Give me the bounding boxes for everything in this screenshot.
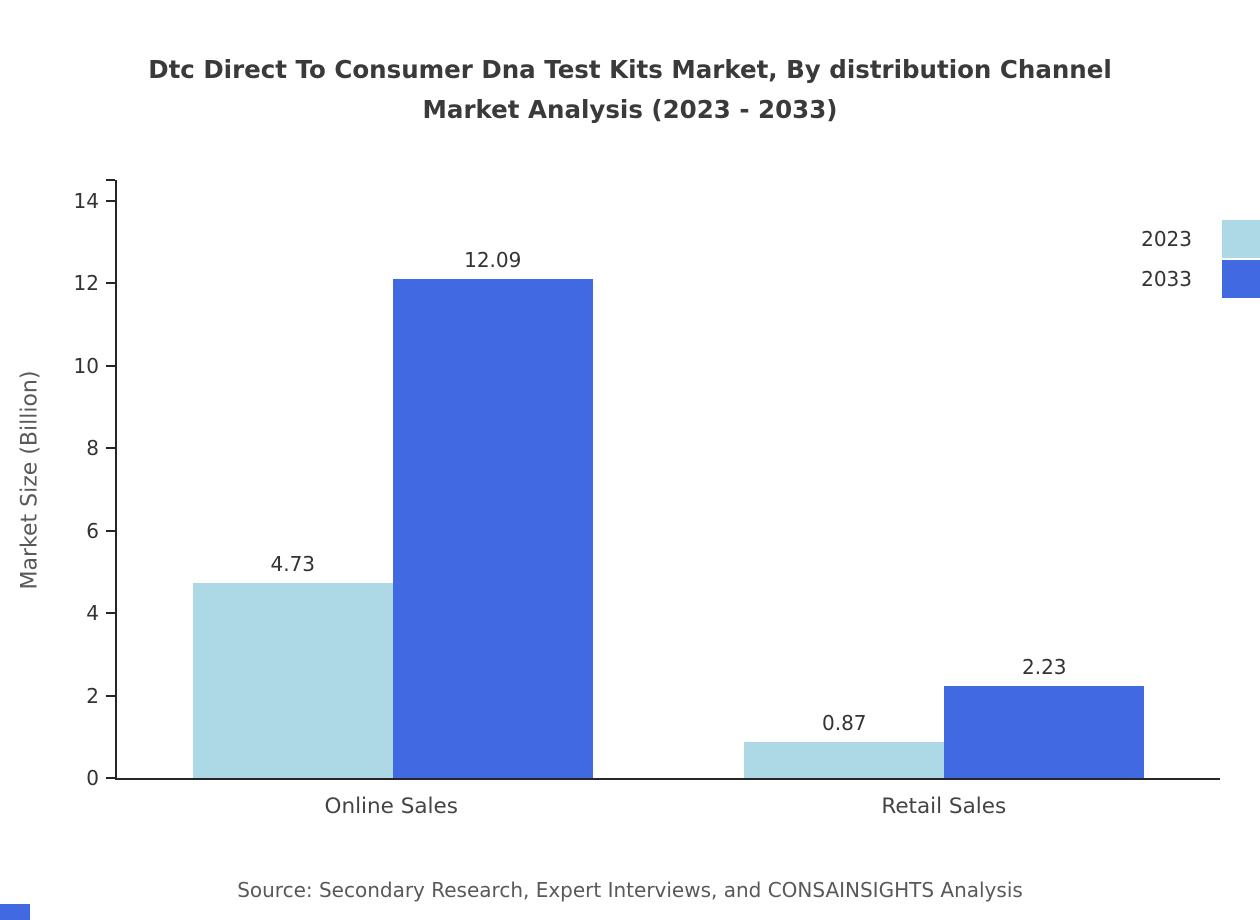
y-tick-mark — [106, 364, 115, 367]
bar-2033-online-sales — [392, 279, 593, 778]
bar-wrap: 4.73 — [192, 180, 393, 778]
y-tick-label: 0 — [86, 766, 99, 790]
legend: 2023 2033 — [1141, 220, 1260, 300]
bar-groups: 4.73 12.09 0.87 2.23 — [117, 180, 1220, 778]
legend-label-2033: 2033 — [1141, 267, 1192, 291]
bar-wrap: 0.87 — [744, 180, 945, 778]
bar-group-online-sales: 4.73 12.09 — [117, 180, 669, 778]
bar-value-label: 4.73 — [270, 551, 316, 576]
x-label-online-sales: Online Sales — [324, 794, 458, 819]
legend-swatch-2033 — [1222, 260, 1260, 298]
legend-label-2023: 2023 — [1141, 227, 1192, 251]
bar-value-label: 2.23 — [1021, 655, 1067, 680]
bar-group-retail-sales: 0.87 2.23 — [669, 180, 1221, 778]
y-tick-label: 10 — [73, 353, 99, 378]
chart-title-line2: Market Analysis (2023 - 2033) — [422, 95, 838, 124]
y-tick-mark — [106, 612, 115, 615]
y-tick-label: 6 — [86, 518, 99, 543]
brand-corner-accent — [0, 904, 30, 920]
plot-area: 0 2 4 6 8 10 12 14 4.73 12.09 0.87 2.23 — [74, 179, 1220, 790]
y-tick-label: 2 — [86, 683, 99, 708]
y-axis-title: Market Size (Billion) — [17, 370, 43, 590]
y-tick-mark — [106, 777, 115, 779]
y-tick-mark — [106, 282, 115, 285]
y-tick-mark — [106, 529, 115, 532]
chart-title-line1: Dtc Direct To Consumer Dna Test Kits Mar… — [148, 55, 1112, 84]
y-tick-label: 14 — [73, 188, 99, 213]
bar-value-label: 0.87 — [821, 711, 867, 736]
legend-item-2033: 2033 — [1141, 260, 1260, 298]
bar-2023-retail-sales — [744, 742, 945, 778]
y-tick-mark — [106, 199, 115, 202]
x-label-retail-sales: Retail Sales — [881, 794, 1007, 819]
bar-2023-online-sales — [192, 582, 393, 778]
legend-item-2023: 2023 — [1141, 220, 1260, 258]
chart-title: Dtc Direct To Consumer Dna Test Kits Mar… — [0, 50, 1260, 130]
legend-swatch-2023 — [1222, 220, 1260, 258]
bar-value-label: 12.09 — [464, 248, 522, 273]
source-note: Source: Secondary Research, Expert Inter… — [237, 878, 1023, 902]
y-tick-mark — [106, 694, 115, 697]
y-tick-label: 4 — [86, 601, 99, 626]
y-tick-label: 12 — [73, 271, 99, 296]
bar-wrap: 2.23 — [944, 180, 1145, 778]
bar-wrap: 12.09 — [392, 180, 593, 778]
bar-2033-retail-sales — [944, 686, 1145, 778]
y-tick-mark — [106, 179, 115, 181]
y-tick-label: 8 — [86, 436, 99, 461]
y-tick-mark — [106, 447, 115, 450]
x-axis-labels: Online Sales Retail Sales — [115, 794, 1220, 819]
